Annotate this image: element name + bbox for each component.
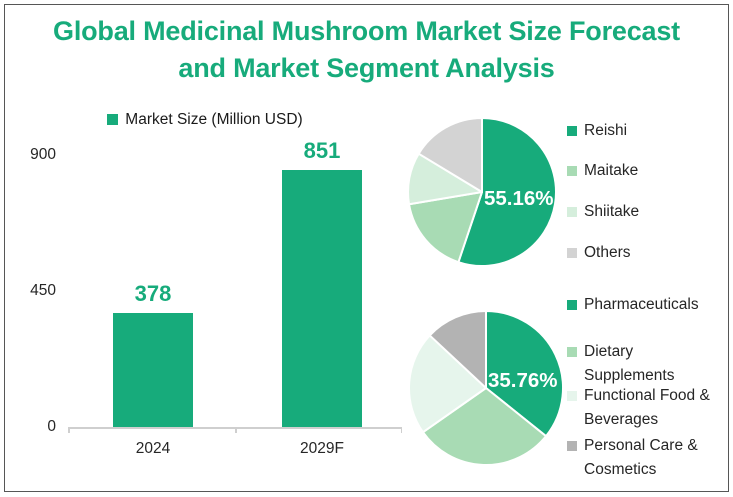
legend-item-pharmaceuticals: Pharmaceuticals <box>567 293 699 317</box>
pie-slice-functional-food-beverages <box>408 334 487 434</box>
legend-label: Market Size (Million USD) <box>125 111 303 128</box>
pie-percentage-label: 35.76% <box>488 369 558 392</box>
pie-slice-personal-care-cosmetics <box>428 310 487 389</box>
legend-item-dietary-supplements: Dietary Supplements <box>567 340 674 388</box>
legend-swatch <box>567 391 577 401</box>
legend-swatch <box>567 248 577 258</box>
legend-item-others: Others <box>567 243 631 262</box>
legend-item-shiitake: Shiitake <box>567 202 639 221</box>
bar-value-label: 851 <box>303 137 341 163</box>
pie-slice-dietary-supplements <box>421 387 548 466</box>
legend-label: Dietary Supplements <box>584 343 675 384</box>
legend-swatch <box>567 347 577 357</box>
legend-label: Others <box>584 244 631 261</box>
legend-swatch <box>107 114 119 125</box>
legend-item-personal-care-cosmetics: Personal Care & Cosmetics <box>567 434 698 482</box>
chart-title-line2: and Market Segment Analysis <box>178 53 555 83</box>
y-axis-tick-label: 450 <box>30 282 56 299</box>
legend-swatch <box>567 126 577 136</box>
x-axis-tick <box>235 427 237 433</box>
chart-title-line1: Global Medicinal Mushroom Market Size Fo… <box>53 16 680 46</box>
bar-2024 <box>113 312 193 427</box>
x-axis-tick <box>400 427 402 433</box>
legend-label: Functional Food & Beverages <box>584 387 710 428</box>
pie-chart-by-type: 55.16% <box>407 117 557 267</box>
bar-chart-legend: Market Size (Million USD) <box>0 110 410 129</box>
x-axis-category-label: 2024 <box>135 440 171 457</box>
legend-swatch <box>567 207 577 217</box>
x-axis-tick <box>68 427 70 433</box>
pie1-legend: Reishi Maitake Shiitake Others <box>567 0 727 497</box>
pie-slice-maitake <box>408 191 483 264</box>
legend-swatch <box>567 166 577 176</box>
pie-percentage-label: 55.16% <box>484 187 554 210</box>
pie2-legend: Pharmaceuticals Dietary Supplements Functio… <box>567 0 727 497</box>
legend-item-functional-food-beverages: Functional Food & Beverages <box>567 384 710 432</box>
legend-label: Personal Care & Cosmetics <box>584 437 698 478</box>
legend-swatch <box>567 441 577 451</box>
legend-item-reishi: Reishi <box>567 121 627 140</box>
legend-label: Shiitake <box>584 203 640 220</box>
x-axis-category-label: 2029F <box>300 440 344 457</box>
pie-chart-by-application: 35.76% <box>408 310 564 466</box>
legend-label: Maitake <box>584 162 639 179</box>
legend-swatch <box>567 300 577 310</box>
legend-label: Pharmaceuticals <box>584 296 699 313</box>
pie-slice-pharmaceuticals <box>485 310 564 438</box>
bar-value-label: 378 <box>134 280 172 306</box>
x-axis-line <box>68 427 402 429</box>
pie-slice-others <box>417 117 483 193</box>
y-axis-tick-label: 900 <box>30 146 56 163</box>
legend-item-maitake: Maitake <box>567 161 638 180</box>
legend-label: Reishi <box>584 122 628 139</box>
bar-2029F <box>282 169 362 427</box>
chart-title: Global Medicinal Mushroom Market Size Fo… <box>0 13 733 87</box>
y-axis-tick-label: 0 <box>47 418 56 435</box>
